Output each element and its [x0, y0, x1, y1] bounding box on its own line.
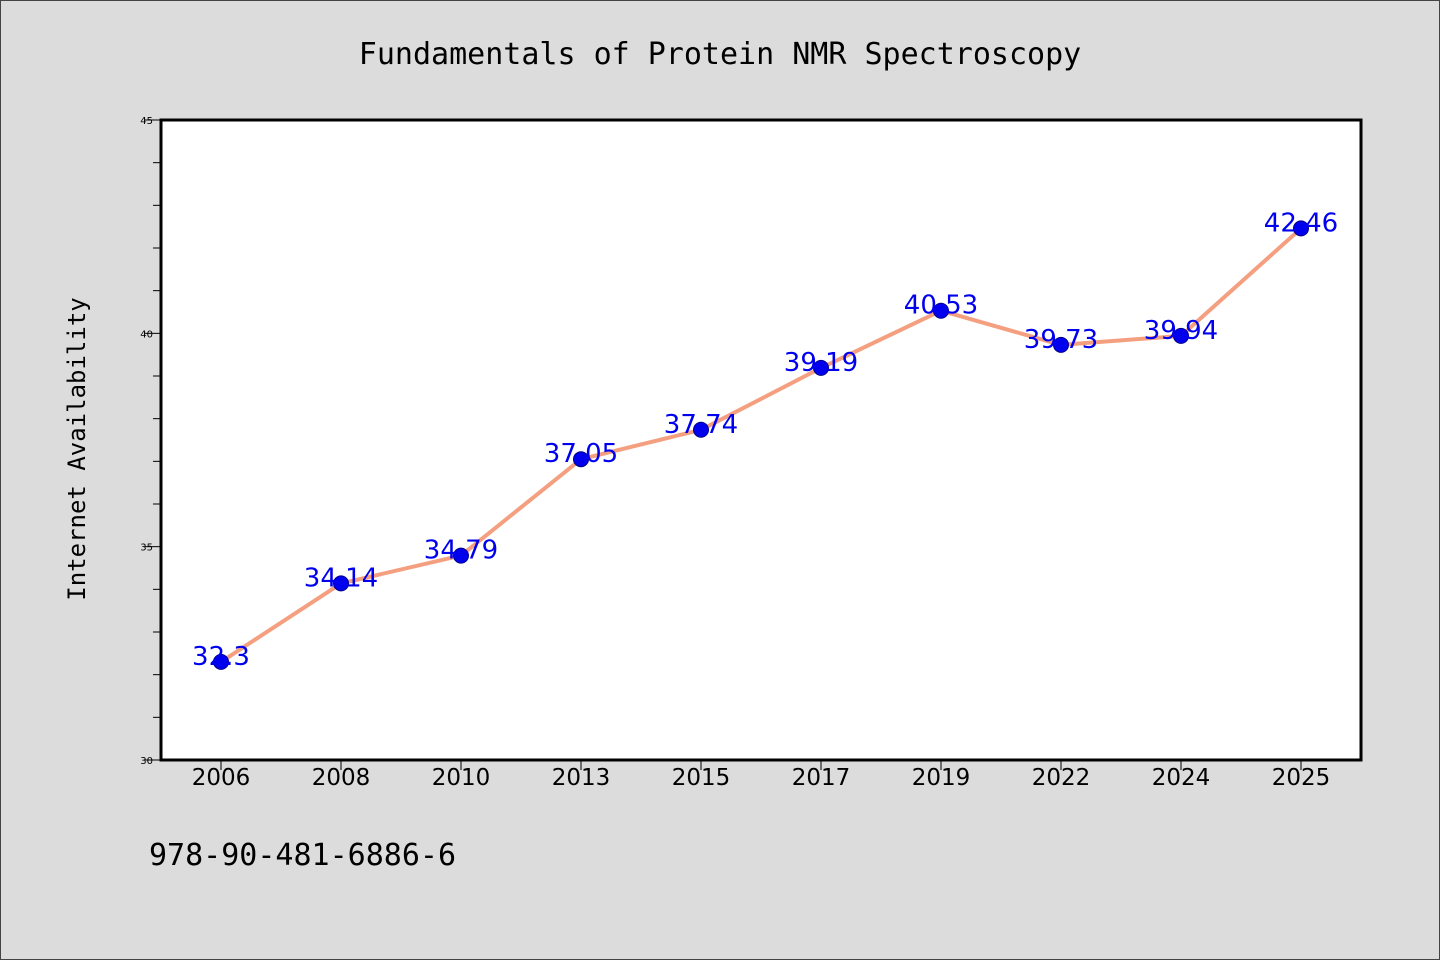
- data-point: [933, 302, 949, 319]
- y-axis-label: Internet Availability: [63, 297, 91, 600]
- data-label: 39.19: [784, 348, 858, 378]
- data-point: [213, 653, 229, 670]
- x-tick-label: 2006: [192, 765, 251, 791]
- x-tick-label: 2022: [1032, 765, 1091, 791]
- x-tick-label: 2017: [792, 765, 851, 791]
- data-point: [1293, 220, 1309, 237]
- data-point: [453, 547, 469, 564]
- x-tick-label: 2013: [552, 765, 611, 791]
- data-label: 32.3: [192, 642, 250, 672]
- y-tick-label: 30: [140, 756, 153, 767]
- data-labels: 32.3 34.14 34.79 37.05 37.74 39.19 40.53 39.73 3…: [192, 208, 1338, 671]
- x-tick-label: 2019: [912, 765, 971, 791]
- x-axis: 2006 2008 2010 2013 2015 2017 2019 2022 2024 2025: [192, 760, 1331, 791]
- chart-title: Fundamentals of Protein NMR Spectroscopy: [359, 37, 1081, 72]
- data-label: 40.53: [904, 291, 978, 321]
- x-tick-label: 2015: [672, 765, 731, 791]
- isbn-text: 978-90-481-6886-6: [149, 838, 456, 873]
- series-line: [219, 226, 1303, 664]
- data-label: 39.73: [1024, 325, 1098, 355]
- data-label: 34.79: [424, 536, 498, 566]
- data-label: 37.05: [544, 439, 618, 469]
- y-tick-label: 40: [140, 329, 153, 340]
- plot-area: [161, 120, 1361, 760]
- data-label: 39.94: [1144, 316, 1218, 346]
- data-point: [573, 451, 589, 468]
- series-markers: [213, 220, 1309, 670]
- x-tick-label: 2008: [312, 765, 371, 791]
- x-tick-label: 2024: [1152, 765, 1211, 791]
- data-point: [693, 421, 709, 438]
- data-label: 34.14: [304, 563, 378, 593]
- data-point: [1053, 336, 1069, 353]
- data-label: 37.74: [664, 410, 738, 440]
- y-tick-label: 35: [140, 543, 153, 554]
- data-label: 42.46: [1264, 208, 1338, 238]
- y-axis: 30 35 40 45: [140, 116, 161, 767]
- data-point: [813, 359, 829, 376]
- x-tick-label: 2010: [432, 765, 491, 791]
- data-point: [333, 575, 349, 592]
- data-point: [1173, 327, 1189, 344]
- x-tick-label: 2025: [1272, 765, 1331, 791]
- y-tick-label: 45: [140, 116, 153, 127]
- plot-frame: [159, 118, 1363, 762]
